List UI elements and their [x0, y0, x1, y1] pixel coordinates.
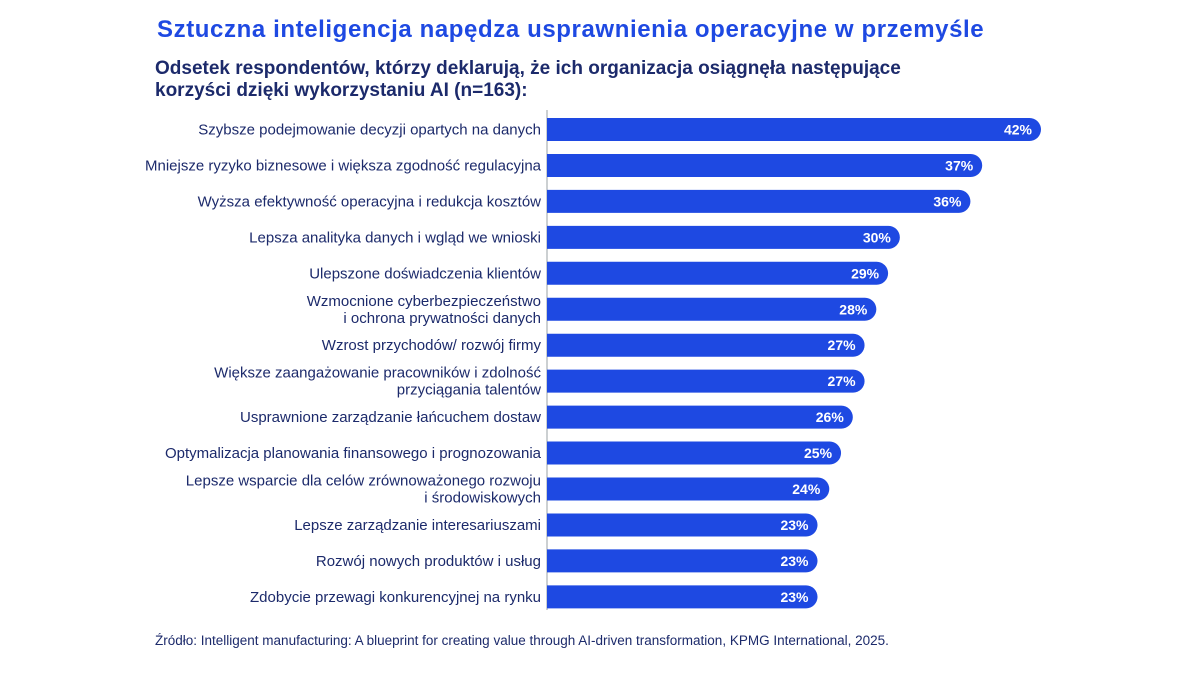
value-label: 27% — [828, 337, 857, 353]
value-label: 37% — [945, 157, 974, 173]
value-label: 28% — [839, 301, 868, 317]
bar — [547, 441, 842, 465]
category-label: Rozwój nowych produktów i usług — [316, 553, 541, 570]
bar — [547, 189, 971, 213]
value-label: 23% — [780, 553, 809, 569]
category-label: Szybsze podejmowanie decyzji opartych na… — [198, 122, 541, 139]
category-label: i ochrona prywatności danych — [343, 310, 541, 327]
source-note: Źródło: Intelligent manufacturing: A blu… — [155, 633, 889, 648]
category-label: Zdobycie przewagi konkurencyjnej na rynk… — [250, 589, 541, 606]
bar — [547, 513, 818, 537]
category-label: Ulepszone doświadczenia klientów — [309, 265, 541, 282]
value-label: 27% — [828, 373, 857, 389]
bar — [547, 477, 830, 501]
bar — [547, 225, 900, 249]
bar — [547, 585, 818, 609]
category-label: i środowiskowych — [424, 490, 541, 507]
category-label: Optymalizacja planowania finansowego i p… — [165, 445, 542, 462]
value-label: 25% — [804, 445, 833, 461]
bar — [547, 405, 853, 429]
value-label: 30% — [863, 229, 892, 245]
category-label: Większe zaangażowanie pracowników i zdol… — [214, 365, 541, 382]
value-label: 36% — [933, 193, 962, 209]
value-label: 23% — [780, 589, 809, 605]
category-label: Wzmocnione cyberbezpieczeństwo — [307, 293, 541, 310]
category-label: przyciągania talentów — [397, 382, 541, 399]
bar — [547, 118, 1041, 141]
chart-title: Sztuczna inteligencja napędza usprawnien… — [157, 16, 985, 43]
chart-subtitle: Odsetek respondentów, którzy deklarują, … — [155, 58, 901, 101]
value-label: 26% — [816, 409, 845, 425]
bar — [547, 261, 889, 285]
category-label: Lepsze wsparcie dla celów zrównoważonego… — [186, 473, 541, 490]
category-label: Lepsza analityka danych i wgląd we wnios… — [249, 229, 541, 246]
value-label: 29% — [851, 265, 880, 281]
bar — [547, 549, 818, 573]
category-label: Mniejsze ryzyko biznesowe i większa zgod… — [145, 157, 542, 174]
category-label: Lepsze zarządzanie interesariuszami — [294, 517, 541, 534]
category-label: Usprawnione zarządzanie łańcuchem dostaw — [240, 409, 541, 426]
category-label: Wyższa efektywność operacyjna i redukcja… — [198, 193, 542, 210]
value-label: 24% — [792, 481, 821, 497]
bar — [547, 153, 983, 177]
category-label: Wzrost przychodów/ rozwój firmy — [322, 337, 542, 354]
bar — [547, 369, 865, 393]
value-label: 42% — [1004, 122, 1033, 138]
bar — [547, 333, 865, 357]
value-label: 23% — [780, 517, 809, 533]
bar-chart: 42% Szybsze podejmowanie decyzji opartych… — [145, 110, 1041, 610]
bar — [547, 297, 877, 321]
